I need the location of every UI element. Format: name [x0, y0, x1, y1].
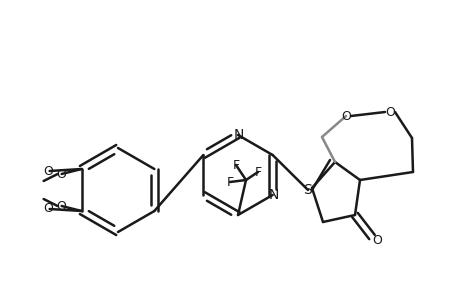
Text: N: N: [233, 128, 244, 142]
Text: F: F: [226, 176, 233, 188]
Text: O: O: [44, 202, 53, 215]
Text: O: O: [384, 106, 394, 118]
Text: F: F: [254, 166, 261, 178]
Text: S: S: [303, 183, 312, 197]
Text: O: O: [44, 164, 53, 178]
Text: O: O: [56, 200, 67, 212]
Text: O: O: [56, 167, 67, 181]
Text: O: O: [340, 110, 350, 122]
Text: N: N: [268, 188, 278, 202]
Text: F: F: [232, 158, 239, 172]
Text: O: O: [371, 233, 381, 247]
